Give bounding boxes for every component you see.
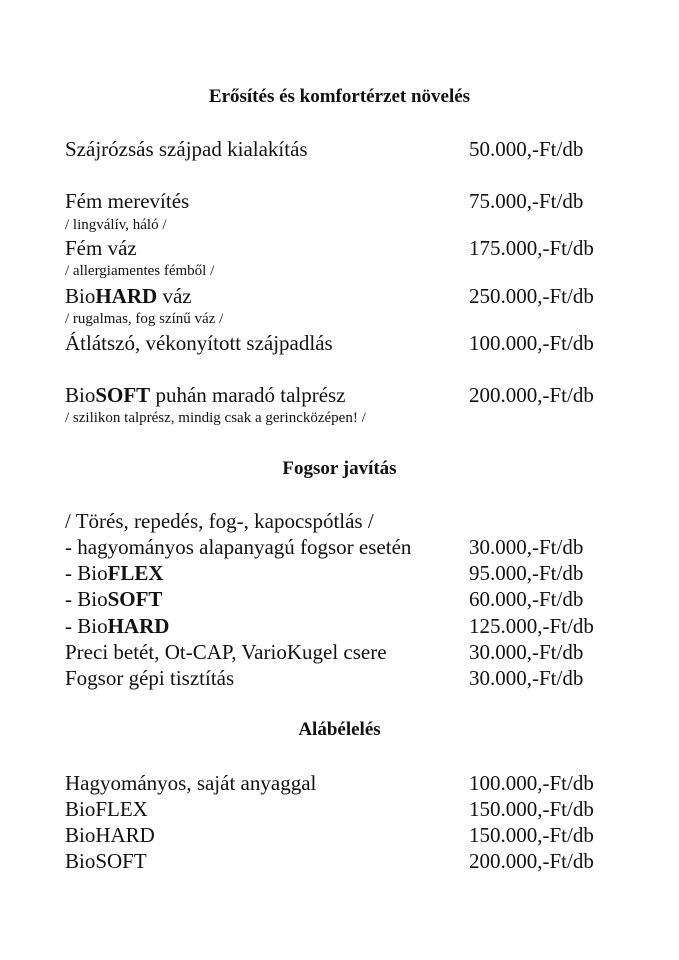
item-label: - BioSOFT (65, 586, 162, 612)
item-price: 150.000,-Ft/db (469, 797, 594, 821)
item-label: BioFLEX (65, 797, 148, 821)
item-price: 95.000,-Ft/db (469, 561, 584, 585)
item-label: BioSOFT puhán maradó talprész (65, 382, 346, 408)
item-note: / allergiamentes fémből / (65, 263, 215, 279)
label-suffix: puhán maradó talprész (150, 383, 346, 407)
item-price: 100.000,-Ft/db (469, 771, 594, 795)
item-price: 30.000,-Ft/db (469, 666, 584, 690)
section-title: Erősítés és komfortérzet növelés (208, 86, 471, 107)
item-price: 60.000,-Ft/db (469, 587, 584, 611)
item-price: 125.000,-Ft/db (469, 614, 594, 638)
section-title: Fogsor javítás (282, 458, 397, 479)
item-note: / lingválív, háló / (65, 217, 167, 233)
label-prefix: - Bio (65, 614, 108, 638)
item-price: 250.000,-Ft/db (469, 284, 594, 308)
item-note: / rugalmas, fog színű váz / (65, 311, 224, 327)
label-suffix: váz (157, 284, 192, 308)
item-label: BioHARD (65, 823, 155, 847)
label-prefix: - Bio (65, 587, 108, 611)
item-label: Átlátszó, vékonyított szájpadlás (65, 331, 333, 355)
item-label: BioHARD váz (65, 283, 192, 309)
item-label: - BioFLEX (65, 560, 164, 586)
item-price: 150.000,-Ft/db (469, 823, 594, 847)
item-price: 100.000,-Ft/db (469, 331, 594, 355)
label-bold: HARD (107, 614, 170, 638)
item-note: / szilikon talprész, mindig csak a gerin… (65, 410, 366, 426)
item-price: 30.000,-Ft/db (469, 535, 584, 559)
label-prefix: - Bio (65, 561, 108, 585)
section-intro: / Törés, repedés, fog-, kapocspótlás / (65, 509, 374, 533)
item-label: BioSOFT (65, 849, 147, 873)
item-label: Fém merevítés (65, 189, 190, 213)
item-price: 175.000,-Ft/db (469, 236, 594, 260)
item-price: 30.000,-Ft/db (469, 640, 584, 664)
section-title: Alábélelés (298, 719, 381, 740)
item-label: Fém váz (65, 236, 137, 260)
item-price: 50.000,-Ft/db (469, 137, 584, 161)
label-prefix: Bio (65, 383, 96, 407)
item-price: 200.000,-Ft/db (469, 849, 594, 873)
item-label: Szájrózsás szájpad kialakítás (65, 137, 308, 161)
item-label: Hagyományos, saját anyaggal (65, 771, 317, 795)
label-bold: SOFT (107, 587, 163, 611)
label-prefix: Bio (65, 284, 96, 308)
label-bold: FLEX (107, 561, 164, 585)
item-price: 200.000,-Ft/db (469, 383, 594, 407)
label-bold: HARD (95, 284, 158, 308)
item-label: - hagyományos alapanyagú fogsor esetén (65, 535, 412, 559)
label-bold: SOFT (95, 383, 151, 407)
item-label: Preci betét, Ot-CAP, VarioKugel csere (65, 640, 387, 664)
item-price: 75.000,-Ft/db (469, 189, 584, 213)
item-label: - BioHARD (65, 613, 169, 639)
item-label: Fogsor gépi tisztítás (65, 666, 235, 690)
